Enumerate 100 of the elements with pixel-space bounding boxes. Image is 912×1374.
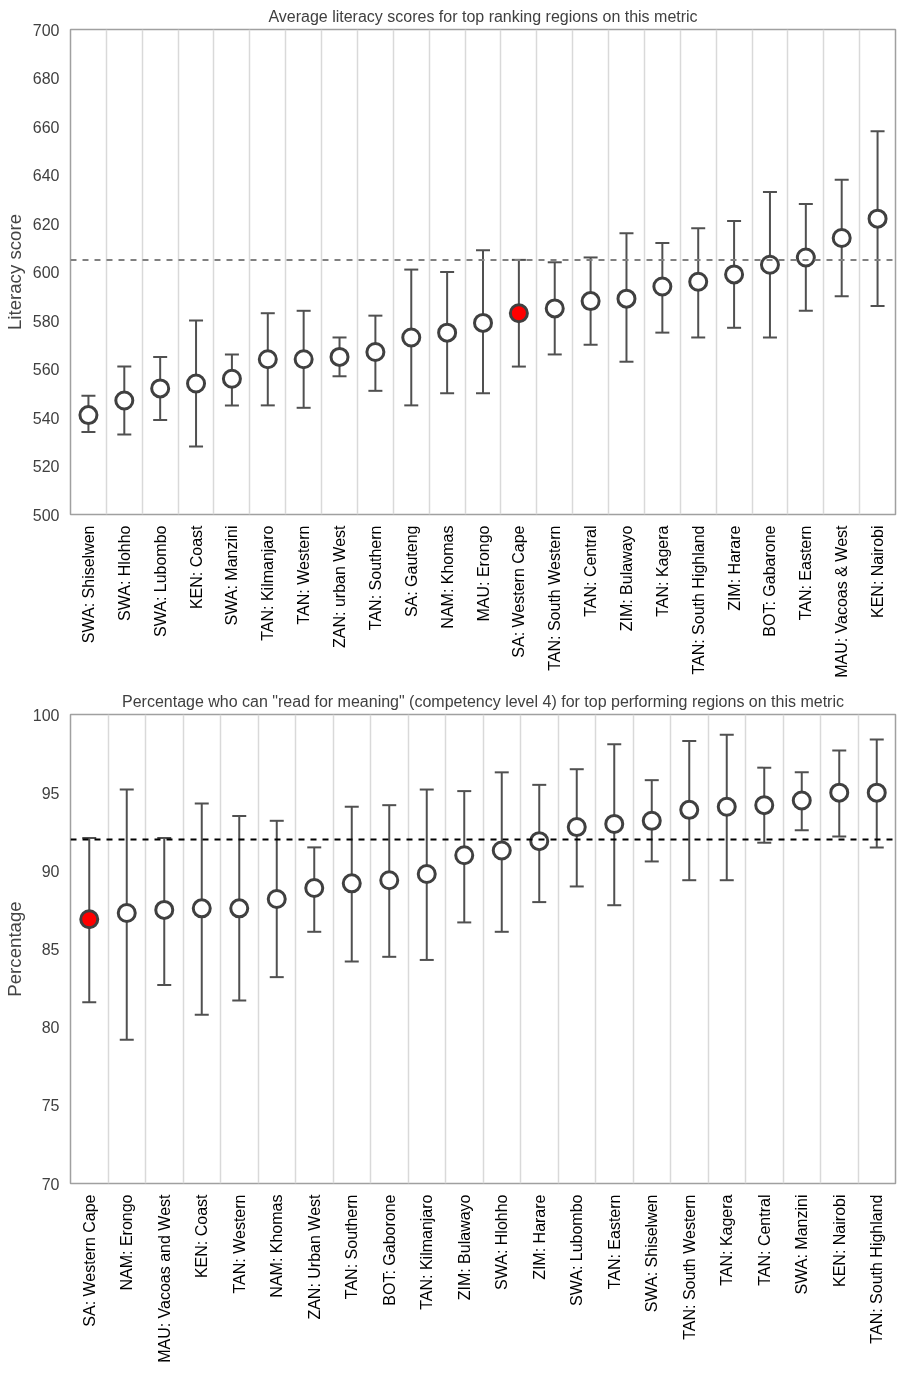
point bbox=[401, 327, 422, 348]
point bbox=[293, 349, 314, 370]
x-tick-label: TAN: South Western bbox=[546, 525, 564, 671]
x-tick-label: TAN: South Highland bbox=[689, 525, 707, 675]
point bbox=[604, 813, 625, 834]
point bbox=[257, 349, 278, 370]
x-tick-label: SWA: Lubombo bbox=[151, 525, 169, 637]
point bbox=[114, 390, 135, 411]
point bbox=[473, 312, 493, 333]
point bbox=[304, 878, 325, 899]
y-tick-label: 540 bbox=[32, 409, 60, 427]
x-tick-label: TAN: Western bbox=[230, 1194, 248, 1294]
x-tick-label: TAN: Kilmanjaro bbox=[259, 525, 277, 641]
point bbox=[867, 208, 888, 229]
x-tick-label: TAN: Kagera bbox=[653, 525, 671, 617]
y-tick-label: 660 bbox=[32, 118, 60, 136]
y-tick-label: 580 bbox=[32, 312, 60, 330]
x-tick-label: ZIM: Bulawayo bbox=[617, 525, 635, 632]
point bbox=[416, 863, 437, 884]
point bbox=[791, 790, 812, 811]
y-tick-label: 95 bbox=[41, 784, 60, 802]
point bbox=[186, 373, 207, 394]
x-tick-label: SWA: Shiselwen bbox=[79, 525, 97, 644]
y-tick-label: 100 bbox=[32, 706, 60, 724]
point bbox=[341, 873, 362, 894]
x-tick-label: TAN: Eastern bbox=[605, 1194, 623, 1290]
point bbox=[329, 346, 350, 367]
x-tick-label: ZIM: Harare bbox=[530, 1194, 548, 1280]
point bbox=[78, 405, 99, 426]
x-tick-label: SWA: Lubombo bbox=[568, 1194, 586, 1306]
x-tick-label: SA: Western Cape bbox=[80, 1194, 98, 1327]
point bbox=[365, 342, 386, 363]
y-tick-label: 640 bbox=[32, 167, 60, 184]
y-tick-label: 80 bbox=[41, 1019, 60, 1037]
x-tick-label: TAN: Central bbox=[582, 525, 600, 617]
x-tick-label: KEN: Coast bbox=[187, 524, 205, 610]
x-tick-label: TAN: South Western bbox=[680, 1194, 698, 1340]
point bbox=[491, 840, 512, 861]
x-tick-label: MAU: Vacoas and West bbox=[155, 1193, 173, 1363]
y-axis-title: Literacy score bbox=[3, 213, 25, 331]
point bbox=[641, 810, 662, 831]
point bbox=[154, 899, 175, 920]
y-tick-label: 520 bbox=[32, 458, 60, 475]
x-tick-label: KEN: Nairobi bbox=[869, 525, 887, 618]
y-tick-label: 700 bbox=[32, 21, 60, 39]
x-tick-label: NAM: Erongo bbox=[118, 1194, 136, 1291]
x-tick-label: TAN: South Highland bbox=[868, 1194, 886, 1344]
x-tick-label: NAM: Khomas bbox=[268, 1194, 286, 1298]
point bbox=[795, 247, 816, 268]
x-tick-label: SA: Gauteng bbox=[402, 525, 420, 618]
x-tick-label: TAN: Kilmanjaro bbox=[418, 1194, 436, 1310]
x-tick-label: TAN: Kagera bbox=[718, 1194, 736, 1286]
x-tick-label: TAN: Southern bbox=[343, 1194, 361, 1300]
point bbox=[544, 298, 565, 319]
point bbox=[759, 254, 780, 275]
y-axis-title: Percentage bbox=[3, 901, 25, 997]
y-tick-label: 90 bbox=[41, 862, 60, 880]
point bbox=[150, 378, 171, 399]
point bbox=[616, 288, 637, 309]
x-tick-label: BOT: Gaborone bbox=[380, 1194, 398, 1306]
point bbox=[580, 291, 601, 312]
y-tick-label: 600 bbox=[32, 264, 60, 281]
y-tick-label: 500 bbox=[32, 506, 60, 524]
x-tick-label: ZAN: urban West bbox=[331, 524, 349, 648]
x-tick-label: SA: Western Cape bbox=[510, 525, 528, 658]
x-tick-label: ZIM: Harare bbox=[725, 525, 743, 611]
point bbox=[754, 795, 775, 816]
point bbox=[508, 303, 529, 324]
x-tick-label: TAN: Central bbox=[755, 1194, 773, 1286]
point bbox=[529, 831, 550, 852]
x-tick-label: TAN: Southern bbox=[366, 525, 384, 631]
point bbox=[79, 909, 100, 930]
point bbox=[229, 898, 250, 919]
x-tick-label: KEN: Nairobi bbox=[830, 1194, 848, 1287]
x-tick-label: NAM: Khomas bbox=[438, 525, 456, 629]
chart-title: Average literacy scores for top ranking regions on this metric bbox=[268, 7, 698, 25]
point bbox=[829, 782, 850, 803]
point bbox=[866, 782, 887, 803]
x-tick-label: ZAN: Urban West bbox=[305, 1193, 323, 1320]
x-tick-label: SWA: Hlohho bbox=[493, 1194, 511, 1290]
point bbox=[716, 796, 737, 817]
x-tick-label: SWA: Manzini bbox=[793, 1194, 811, 1295]
point bbox=[437, 322, 458, 343]
point bbox=[652, 276, 673, 297]
point bbox=[454, 845, 475, 866]
point bbox=[724, 264, 745, 285]
point bbox=[566, 817, 587, 838]
y-tick-label: 680 bbox=[32, 70, 60, 87]
point bbox=[116, 903, 137, 924]
y-tick-label: 620 bbox=[32, 215, 60, 233]
x-tick-label: MAU: Vacoas & West bbox=[833, 524, 851, 678]
point bbox=[191, 898, 212, 919]
x-tick-label: SWA: Hlohho bbox=[115, 525, 133, 621]
point bbox=[679, 799, 700, 820]
x-tick-label: TAN: Eastern bbox=[797, 525, 815, 621]
y-tick-label: 75 bbox=[41, 1097, 60, 1115]
chart-title: Percentage who can "read for meaning" (competency level 4) for top performing regions on this metric bbox=[122, 692, 844, 710]
point bbox=[688, 271, 709, 292]
y-tick-label: 70 bbox=[41, 1175, 60, 1193]
point bbox=[379, 870, 400, 891]
